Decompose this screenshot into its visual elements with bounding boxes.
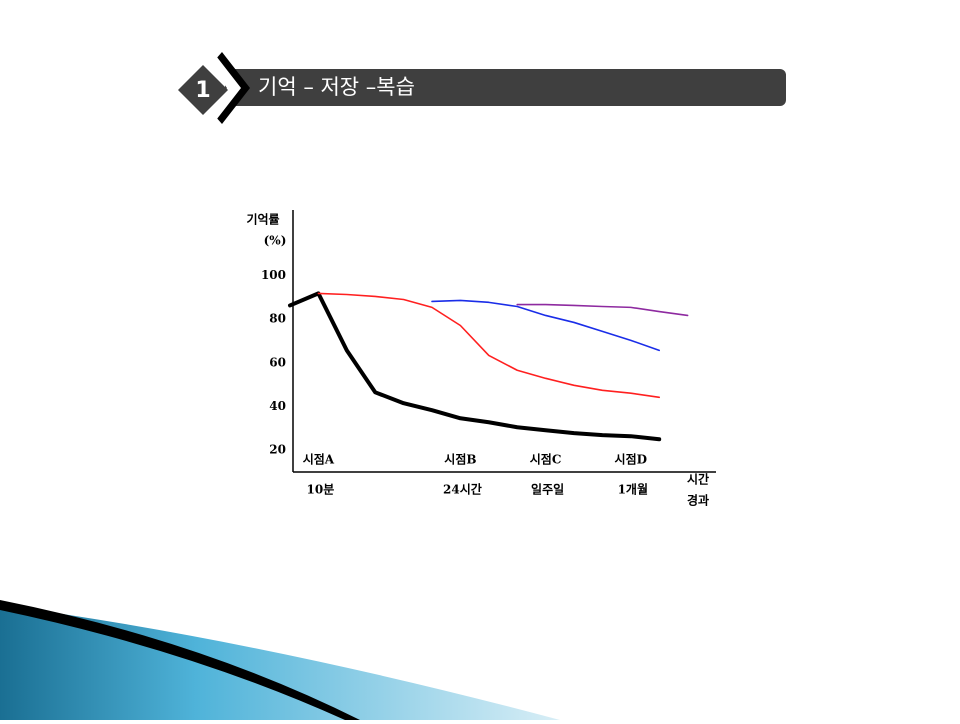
y-tick-label: 80 <box>269 312 286 326</box>
chevron <box>206 52 241 124</box>
y-tick-label: 60 <box>269 355 286 369</box>
x-sublabel: 10분 <box>307 483 335 497</box>
y-tick-label: 20 <box>269 443 286 457</box>
x-axis-label: 시간 <box>687 472 709 487</box>
x-tick-label: 시점D <box>615 452 648 467</box>
x-sublabel: 24시간 <box>443 482 482 497</box>
y-axis-label: 기억률 <box>246 212 279 227</box>
line <box>317 292 660 399</box>
header-number: 1 <box>195 78 210 103</box>
number-badge <box>178 65 228 115</box>
line <box>288 291 662 442</box>
y-axis-label: (%) <box>264 234 287 248</box>
header-title: 기억 – 저장 –복습 <box>258 75 415 99</box>
x-sublabel: 일주일 <box>531 483 564 497</box>
line <box>431 299 660 352</box>
line <box>516 303 689 317</box>
x-tick-label: 시점A <box>303 452 335 467</box>
swoosh-line <box>0 600 360 720</box>
x-tick-label: 시점C <box>530 452 562 467</box>
y-tick-label: 100 <box>261 268 286 282</box>
y-tick-label: 40 <box>269 399 286 413</box>
x-tick-label: 시점B <box>444 452 476 467</box>
x-axis-label: 경과 <box>687 493 709 508</box>
header-bar <box>225 69 786 106</box>
x-sublabel: 1개월 <box>618 482 648 497</box>
swoosh <box>0 605 560 720</box>
